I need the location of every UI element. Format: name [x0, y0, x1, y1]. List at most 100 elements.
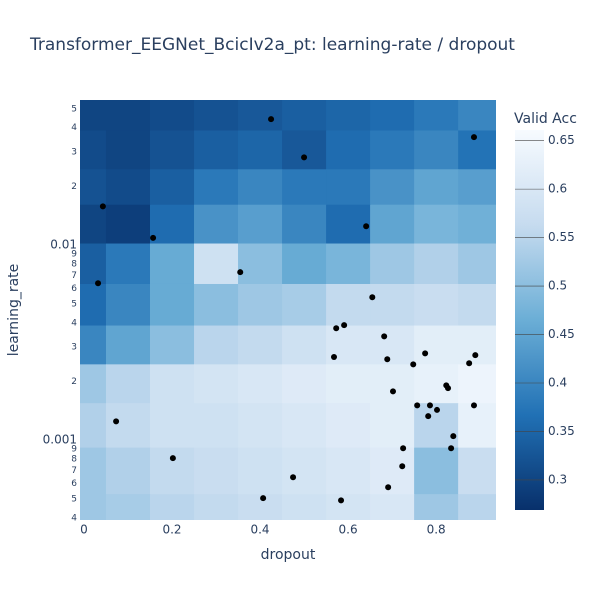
- contour-cell: [370, 447, 415, 495]
- trial-point: [268, 116, 275, 123]
- contour-cell: [326, 243, 371, 285]
- contour-cell: [282, 169, 327, 206]
- y-tick-label: 0.001: [43, 433, 77, 447]
- contour-cell: [149, 169, 195, 206]
- contour-cell: [458, 364, 496, 404]
- contour-cell: [238, 100, 283, 131]
- contour-cell: [105, 494, 151, 520]
- contour-cell: [194, 243, 239, 285]
- y-tick-label: 8: [71, 260, 77, 270]
- contour-cell: [80, 130, 107, 170]
- x-axis-label: dropout: [261, 547, 316, 563]
- trial-point: [384, 356, 391, 363]
- contour-cell: [370, 494, 415, 520]
- contour-cell: [194, 494, 239, 520]
- contour-cell: [194, 325, 239, 365]
- y-tick-label: 3: [71, 148, 77, 158]
- contour-cell: [238, 283, 283, 327]
- y-tick-label: 2: [71, 182, 77, 192]
- contour-cell: [282, 100, 327, 131]
- contour-cell: [458, 283, 496, 327]
- y-tick-label: 9: [71, 250, 77, 260]
- trial-point: [399, 463, 406, 470]
- contour-cell: [80, 325, 107, 365]
- contour-cell: [105, 243, 151, 285]
- contour-cell: [458, 494, 496, 520]
- contour-cell: [194, 204, 239, 245]
- y-tick-label: 0.01: [50, 238, 77, 252]
- y-tick-label: 6: [71, 284, 77, 294]
- trial-point: [290, 474, 297, 481]
- trial-point: [410, 361, 417, 368]
- y-tick-label: 6: [71, 479, 77, 489]
- contour-cell: [105, 283, 151, 327]
- contour-cell: [105, 403, 151, 449]
- contour-cell: [282, 403, 327, 449]
- contour-cell: [194, 100, 239, 131]
- colorbar-tick-label: 0.5: [548, 279, 567, 293]
- colorbar-tick-label: 0.45: [548, 327, 575, 341]
- contour-cell: [370, 169, 415, 206]
- contour-cell: [238, 364, 283, 404]
- contour-cell: [326, 204, 371, 245]
- contour-cell: [149, 494, 195, 520]
- contour-cell: [414, 364, 459, 404]
- contour-cell: [194, 169, 239, 206]
- contour-cell: [458, 325, 496, 365]
- contour-cell: [282, 364, 327, 404]
- trial-point: [400, 445, 407, 452]
- contour-cell: [414, 447, 459, 495]
- trial-point: [470, 402, 477, 409]
- trial-point: [472, 352, 479, 359]
- contour-cell: [80, 283, 107, 327]
- trial-point: [381, 333, 388, 340]
- contour-cell: [326, 403, 371, 449]
- trial-point: [95, 280, 102, 287]
- colorbar-tick-label: 0.55: [548, 230, 575, 244]
- contour-cell: [105, 204, 151, 245]
- contour-cell: [282, 243, 327, 285]
- contour-cell: [105, 169, 151, 206]
- y-tick-label: 9: [71, 445, 77, 455]
- y-tick-label: 5: [71, 494, 77, 504]
- trial-point: [113, 418, 120, 425]
- contour-cell: [194, 283, 239, 327]
- contour-cell: [238, 169, 283, 206]
- contour-cell: [105, 447, 151, 495]
- trial-point: [237, 269, 244, 276]
- trial-point: [369, 294, 376, 301]
- contour-cell: [238, 447, 283, 495]
- y-tick-label: 2: [71, 377, 77, 387]
- contour-cell: [326, 364, 371, 404]
- y-tick-label: 7: [71, 271, 77, 281]
- contour-cell: [370, 283, 415, 327]
- contour-cell: [370, 100, 415, 131]
- contour-cell: [414, 204, 459, 245]
- contour-cell: [80, 204, 107, 245]
- contour-cell: [149, 325, 195, 365]
- contour-cell: [80, 494, 107, 520]
- contour-cell: [149, 283, 195, 327]
- contour-cell: [414, 325, 459, 365]
- trial-point: [385, 484, 392, 491]
- contour-cell: [370, 325, 415, 365]
- contour-cell: [149, 364, 195, 404]
- y-tick-label: 5: [71, 299, 77, 309]
- contour-cell: [149, 447, 195, 495]
- y-tick-label: 5: [71, 104, 77, 114]
- contour-cell: [326, 169, 371, 206]
- contour-cell: [105, 130, 151, 170]
- contour-cell: [194, 403, 239, 449]
- contour-cell: [458, 100, 496, 131]
- contour-cell: [414, 169, 459, 206]
- contour-cell: [458, 243, 496, 285]
- x-tick-label: 0.8: [427, 523, 446, 537]
- contour-cell: [458, 169, 496, 206]
- contour-cell: [326, 447, 371, 495]
- colorbar-tick-label: 0.35: [548, 424, 575, 438]
- contour-cell: [326, 100, 371, 131]
- contour-cell: [414, 100, 459, 131]
- colorbar-title: Valid Acc: [514, 111, 577, 127]
- trial-point: [260, 495, 267, 502]
